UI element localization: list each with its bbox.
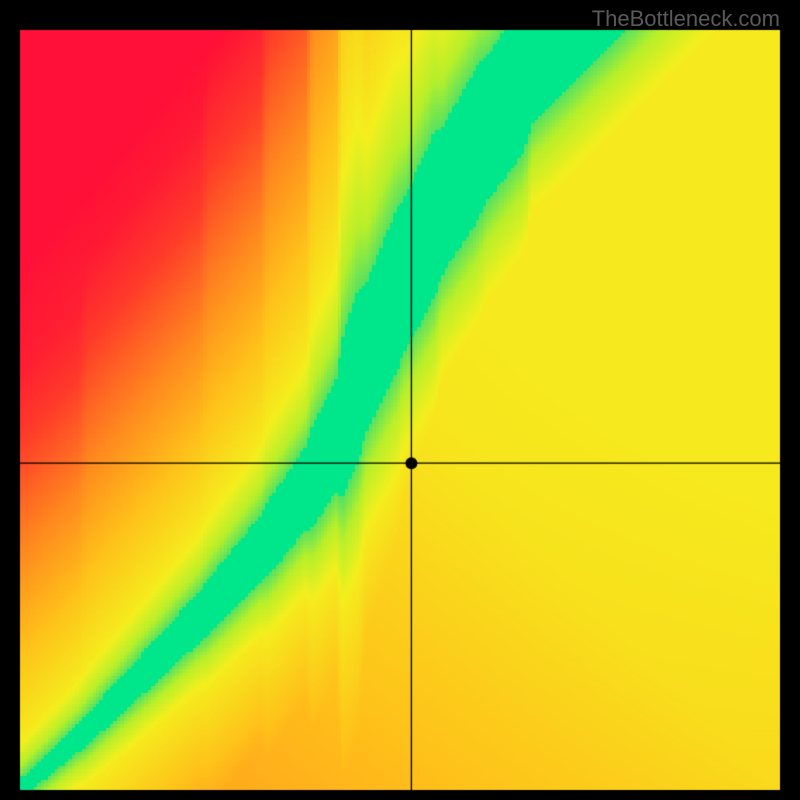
watermark-text: TheBottleneck.com [592, 6, 780, 32]
chart-container: TheBottleneck.com [0, 0, 800, 800]
bottleneck-heatmap-canvas [0, 0, 800, 800]
